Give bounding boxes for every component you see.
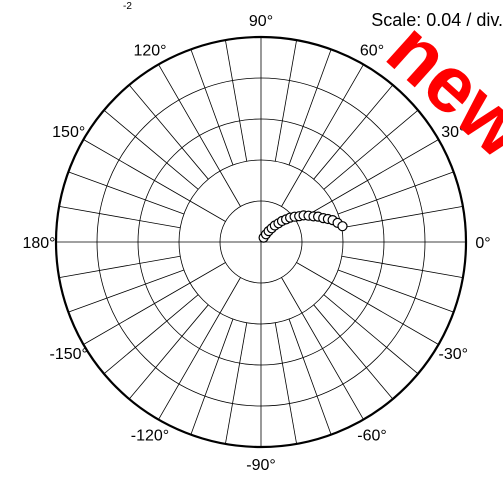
grid-spoke-350 [341,255,463,278]
grid-spoke-150 [83,139,226,222]
angle-labels: 90° 60° 30° 0° -30° -60° -90° -120° -150° 180° 150… [22,13,490,474]
angle-label: -30° [439,346,469,363]
corner-mark: -2 [123,1,132,12]
data-point-20 [337,221,348,232]
angle-label: 180° [22,235,55,252]
grid-spoke-110 [190,49,234,166]
angle-label: 150° [52,124,85,141]
grid-spoke-290 [288,318,332,435]
grid-spoke-30 [296,139,439,222]
grid-spoke-190 [59,255,181,278]
grid-spoke-140 [103,109,199,190]
angle-label: -90° [246,457,276,474]
scale-label: Scale: 0.04 / div. [371,10,503,30]
grid-spoke-130 [128,84,209,180]
grid-spoke-280 [274,322,297,444]
grid-spoke-320 [323,294,419,375]
grid-spoke-220 [103,294,199,375]
grid-spoke-200 [68,269,185,313]
grid-spoke-250 [190,318,234,435]
angle-label: 30° [441,124,465,141]
grid-spoke-240 [158,277,241,420]
angle-label: -60° [357,427,387,444]
grid-spoke-40 [323,109,419,190]
grid-spoke-230 [128,304,209,400]
angle-label: 60° [360,43,384,60]
grid-spoke-210 [83,262,226,345]
angle-label: -150° [49,346,87,363]
grid-spoke-20 [337,171,454,215]
grid-spoke-70 [288,49,332,166]
grid-spoke-60 [281,64,364,207]
grid-spoke-170 [59,206,181,229]
angle-label: -120° [131,427,169,444]
grid-spoke-330 [296,262,439,345]
data-points [258,210,348,243]
grid-spoke-300 [281,277,364,420]
grid-spoke-310 [313,304,394,400]
grid-spoke-10 [341,206,463,229]
grid-spoke-80 [274,40,297,162]
watermark-text: new [371,4,503,175]
grid-spoke-120 [158,64,241,207]
angle-label: 120° [133,43,166,60]
polar-grid [54,35,468,449]
angle-label: 90° [249,13,273,30]
grid-spoke-260 [225,322,248,444]
grid-spoke-340 [337,269,454,313]
grid-spoke-50 [313,84,394,180]
angle-label: 0° [475,235,490,252]
grid-spoke-100 [225,40,248,162]
grid-spoke-160 [68,171,185,215]
